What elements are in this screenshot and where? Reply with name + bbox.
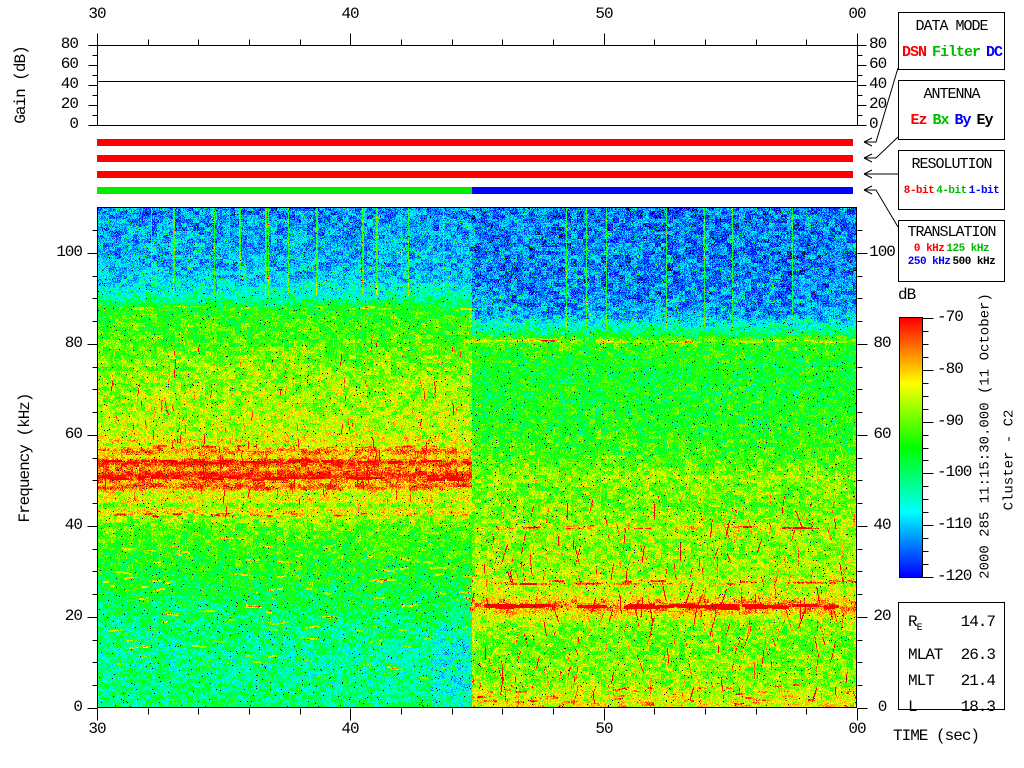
frequency-axis-title: Frequency (kHz)	[16, 393, 35, 523]
tick-label: -80	[937, 360, 964, 378]
legend-item: Filter	[932, 44, 981, 61]
legend-translation-row1: 0 kHz 125 kHz	[899, 243, 1004, 255]
legend-item: 125 kHz	[946, 243, 990, 255]
tick-label: 40	[341, 720, 359, 738]
colorbar-title: dB	[898, 286, 916, 304]
data-mode-bar-segment	[97, 139, 853, 146]
tick-label: -90	[937, 412, 964, 430]
resolution-bar-segment	[97, 171, 853, 178]
tick-label: 30	[88, 5, 106, 23]
tick-label: 50	[595, 720, 613, 738]
gain-axis-title: Gain (dB)	[12, 46, 31, 124]
tick-label: 0	[869, 115, 879, 133]
ephemeris-box: RE 14.7 MLAT 26.3 MLT 21.4 L 18.3	[898, 602, 1005, 716]
spacecraft-annotation: Cluster - C2	[1001, 409, 1018, 511]
ephemeris-row: L 18.3	[908, 698, 996, 717]
tick-label: 20	[60, 95, 79, 113]
spectrogram-canvas	[97, 207, 857, 708]
legend-item: 500 kHz	[952, 256, 996, 268]
tick-label: -110	[937, 515, 972, 533]
ephemeris-row: MLT 21.4	[908, 672, 996, 691]
legend-translation-row2: 250 kHz 500 kHz	[899, 256, 1004, 268]
tick-label: 80	[873, 334, 891, 352]
tick-label: 00	[848, 5, 866, 23]
tick-label: 20	[64, 607, 83, 625]
legend-antenna: ANTENNA Ez Bx By Ey	[898, 80, 1005, 140]
tick-label: -70	[937, 308, 964, 326]
legend-item: 250 kHz	[907, 256, 951, 268]
legend-translation-title: TRANSLATION	[907, 224, 996, 241]
tick-label: 40	[341, 5, 359, 23]
tick-label: 80	[869, 35, 887, 53]
tick-label: 40	[60, 75, 79, 93]
legend-translation: TRANSLATION 0 kHz 125 kHz 250 kHz 500 kHz	[898, 220, 1005, 282]
tick-label: 60	[873, 425, 891, 443]
legend-antenna-title: ANTENNA	[923, 86, 980, 103]
tick-label: 100	[869, 243, 896, 261]
tick-label: 40	[869, 75, 887, 93]
tick-label: 40	[873, 516, 891, 534]
tick-label: 00	[848, 720, 866, 738]
legend-item: 4-bit	[936, 185, 967, 197]
legend-data-mode: DATA MODE DSN Filter DC	[898, 12, 1005, 70]
tick-label: 80	[64, 334, 83, 352]
legend-item: By	[954, 112, 972, 129]
colorbar-gradient	[900, 318, 922, 577]
legend-item: DSN	[902, 44, 927, 61]
legend-resolution: RESOLUTION 8-bit 4-bit 1-bit	[898, 150, 1005, 210]
legend-item: 0 kHz	[913, 243, 945, 255]
tick-label: 60	[64, 425, 83, 443]
tick-label: 40	[64, 516, 83, 534]
tick-label: 0	[73, 698, 83, 716]
legend-resolution-items: 8-bit 4-bit 1-bit	[899, 185, 1004, 197]
legend-item: 8-bit	[903, 185, 935, 197]
translation-bar-segment	[97, 187, 472, 194]
tick-label: 60	[60, 55, 79, 73]
translation-bar-segment	[472, 187, 853, 194]
tick-label: 50	[595, 5, 613, 23]
legend-data-mode-title: DATA MODE	[915, 18, 988, 35]
legend-antenna-items: Ez Bx By Ey	[899, 112, 1004, 129]
time-axis-title: TIME (sec)	[893, 727, 980, 745]
tick-label: 80	[60, 35, 79, 53]
tick-label: 0	[69, 115, 79, 133]
tick-label: -100	[937, 463, 972, 481]
legend-item: Ez	[910, 112, 927, 129]
tick-label: 60	[869, 55, 887, 73]
legend-item: Ey	[976, 112, 994, 129]
legend-data-mode-items: DSN Filter DC	[899, 44, 1004, 61]
legend-resolution-title: RESOLUTION	[911, 156, 992, 173]
tick-label: 20	[869, 95, 887, 113]
legend-item: Bx	[932, 112, 949, 129]
ephemeris-row: MLAT 26.3	[908, 646, 996, 665]
legend-item: 1-bit	[968, 185, 1000, 197]
tick-label: 100	[56, 243, 83, 261]
ephemeris-row: RE 14.7	[908, 613, 996, 635]
tick-label: 0	[877, 698, 888, 716]
legend-item: DC	[986, 44, 1003, 61]
datetime-annotation: 2000 285 11:15:30.000 (11 October)	[977, 293, 994, 579]
tick-label: 30	[88, 720, 106, 738]
tick-label: 20	[873, 607, 891, 625]
antenna-bar-segment	[97, 155, 853, 162]
tick-label: -120	[937, 567, 972, 585]
